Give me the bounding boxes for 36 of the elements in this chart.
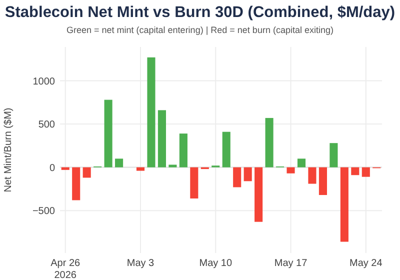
- bar: [147, 57, 156, 168]
- bar: [136, 167, 145, 171]
- bar: [318, 167, 327, 196]
- bar: [308, 167, 316, 184]
- y-axis-title: Net Mint/Burn ($M): [3, 108, 14, 192]
- bar: [265, 118, 274, 168]
- bar: [61, 167, 70, 170]
- bar: [244, 167, 252, 182]
- y-tick-label: 0: [49, 162, 56, 174]
- bar: [104, 100, 112, 168]
- bar: [254, 167, 263, 222]
- bar: [362, 167, 370, 177]
- x-tick-label: May 10: [199, 258, 232, 269]
- x-tick-label: May 3: [126, 258, 155, 269]
- bar: [351, 167, 360, 176]
- x-tick-label: Apr 26 2026: [50, 258, 81, 280]
- bar: [222, 132, 230, 168]
- bar: [158, 110, 166, 168]
- bar: [233, 167, 242, 188]
- bar: [82, 167, 91, 178]
- bar: [297, 158, 306, 168]
- bar: [330, 143, 338, 168]
- y-tick-label: −500: [32, 206, 56, 218]
- bar: [190, 167, 198, 198]
- chart-title: Stablecoin Net Mint vs Burn 30D (Combined, $M/day): [4, 4, 396, 21]
- y-tick-label: 1000: [32, 76, 56, 88]
- chart-subtitle: Green = net mint (capital entering) | Red = net burn (capital exiting): [66, 25, 334, 35]
- bar: [179, 134, 188, 168]
- y-tick-label: 500: [38, 120, 56, 131]
- bar: [168, 164, 177, 168]
- bar: [115, 158, 124, 168]
- x-tick-label: May 17: [274, 258, 308, 269]
- bar: [340, 167, 348, 242]
- bar: [286, 167, 295, 174]
- x-tick-label: May 24: [350, 258, 383, 269]
- bar: [72, 167, 80, 200]
